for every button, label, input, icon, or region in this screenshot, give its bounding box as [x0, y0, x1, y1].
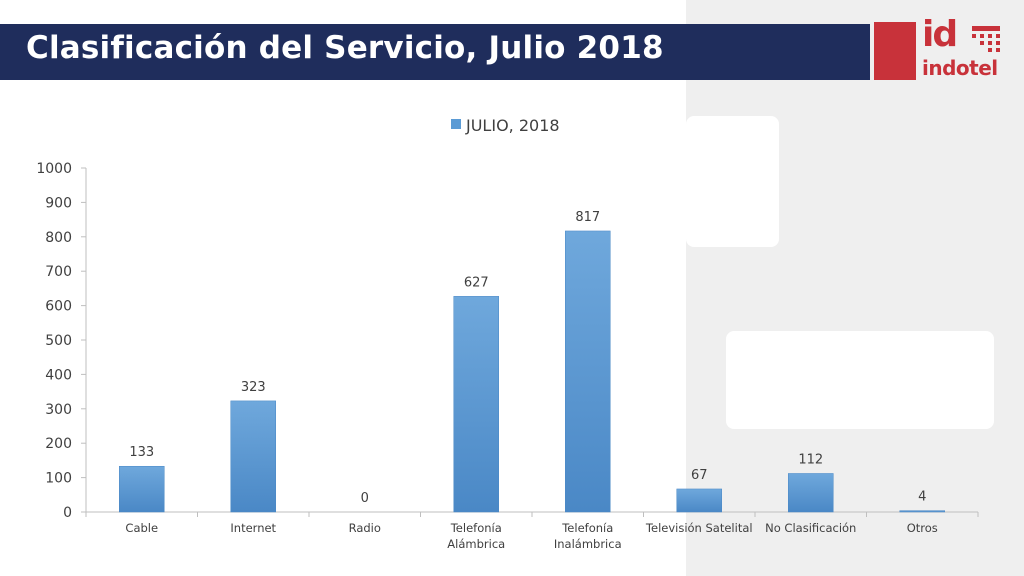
legend-swatch — [451, 119, 461, 129]
x-tick-label: Inalámbrica — [554, 537, 622, 551]
x-tick-label: Telefonía — [450, 521, 502, 535]
data-label: 323 — [241, 380, 266, 395]
y-tick-label: 100 — [45, 471, 72, 487]
x-tick-label: Televisión Satelital — [645, 521, 753, 535]
x-tick-label: Alámbrica — [447, 537, 505, 551]
y-tick-label: 200 — [45, 436, 72, 452]
logo-mark: id — [922, 14, 958, 55]
bar — [119, 465, 165, 513]
data-label: 817 — [575, 210, 600, 225]
data-label: 133 — [129, 445, 154, 460]
background-card — [726, 331, 994, 429]
y-tick-label: 700 — [45, 264, 72, 280]
data-label: 67 — [691, 468, 708, 483]
logo-dots-icon — [972, 26, 1000, 52]
x-tick-label: Cable — [125, 521, 158, 535]
data-label: 627 — [464, 275, 489, 290]
x-tick-label: No Clasificación — [765, 521, 856, 535]
indotel-logo: id indotel — [874, 14, 1002, 82]
y-tick-label: 1000 — [36, 161, 72, 177]
y-tick-label: 800 — [45, 230, 72, 246]
background-panel — [686, 0, 1024, 576]
x-tick-label: Telefonía — [561, 521, 613, 535]
data-label: 4 — [918, 490, 926, 505]
y-tick-label: 600 — [45, 299, 72, 315]
x-tick-label: Otros — [907, 521, 938, 535]
background-card — [686, 116, 779, 247]
x-tick-label: Internet — [230, 521, 276, 535]
x-tick-label: Radio — [349, 521, 381, 535]
data-label: 0 — [361, 491, 369, 506]
y-tick-label: 0 — [63, 505, 72, 521]
y-tick-label: 400 — [45, 367, 72, 383]
bar-chart: JULIO, 2018 0 100 200 300 400 500 600 700 800 900 1… — [36, 116, 979, 551]
bar — [788, 473, 834, 513]
y-tick-label: 300 — [45, 402, 72, 418]
data-label: 112 — [798, 452, 823, 467]
logo-name: indotel — [922, 56, 998, 80]
page-title: Clasificación del Servicio, Julio 2018 — [26, 30, 664, 66]
title-bar — [0, 24, 870, 80]
y-tick-label: 900 — [45, 195, 72, 211]
logo-red-block — [874, 22, 916, 80]
bar — [565, 230, 611, 513]
bar — [676, 488, 722, 513]
bar — [453, 296, 499, 513]
bar — [899, 510, 945, 513]
bar — [230, 400, 276, 513]
y-tick-label: 500 — [45, 333, 72, 349]
legend-label: JULIO, 2018 — [465, 116, 560, 135]
